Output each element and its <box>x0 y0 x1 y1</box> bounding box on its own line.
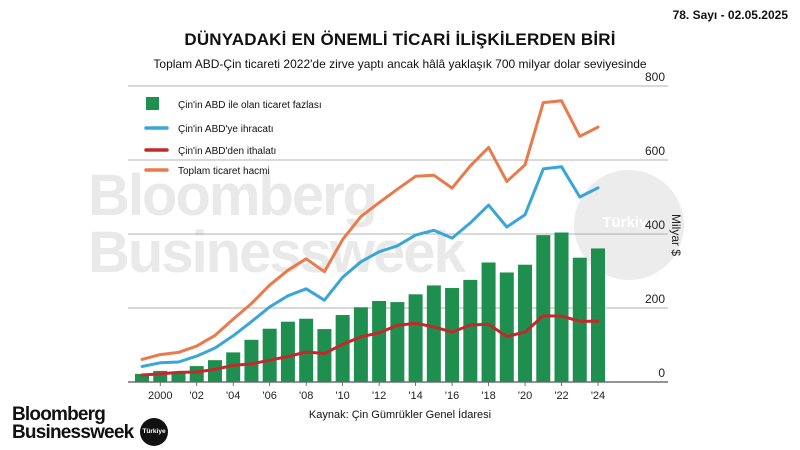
bar-surplus <box>445 288 460 382</box>
watermark-line2: Businessweek <box>88 219 466 285</box>
watermark-line1: Bloomberg <box>88 163 378 228</box>
bar-surplus <box>280 321 295 382</box>
y-tick-label: 0 <box>658 366 665 380</box>
chart-title: DÜNYADAKİ EN ÖNEMLİ TİCARİ İLİŞKİLERDEN … <box>184 30 616 49</box>
brand-line2: Businessweek <box>12 422 134 444</box>
x-tick-label: '24 <box>591 390 605 402</box>
watermark-badge-text: Türkiye <box>602 214 656 231</box>
x-tick-label: '12 <box>372 390 386 402</box>
source-note: Kaynak: Çin Gümrükler Genel İdaresi <box>308 409 492 421</box>
bar-surplus <box>135 373 149 382</box>
x-tick-label: '20 <box>518 390 532 402</box>
y-axis-title: Milyar $ <box>669 214 683 256</box>
bar-surplus <box>426 285 441 382</box>
brand-line1: Bloomberg <box>12 404 106 425</box>
x-tick-label: '16 <box>445 390 459 402</box>
x-tick-label: '08 <box>299 390 313 402</box>
series-line-2 <box>140 314 600 377</box>
bar-surplus <box>390 302 405 382</box>
y-tick-label: 400 <box>645 218 665 232</box>
bar-surplus <box>463 279 478 382</box>
bar-surplus <box>189 366 204 382</box>
bar-surplus <box>153 370 168 382</box>
x-tick-label: '22 <box>554 390 568 402</box>
brand-logo: Bloomberg Businessweek <box>12 404 134 444</box>
bar-surplus <box>372 300 387 382</box>
legend-label: Çin'in ABD ile olan ticaret fazlası <box>178 100 322 111</box>
bar-surplus <box>207 360 222 382</box>
bar-surplus <box>554 232 569 382</box>
x-tick-label: '10 <box>335 390 349 402</box>
legend-label: Toplam ticaret hacmi <box>178 166 270 177</box>
bar-surplus <box>499 272 514 382</box>
y-tick-label: 200 <box>645 292 665 306</box>
x-tick-label: '06 <box>263 390 277 402</box>
bar-surplus <box>536 235 551 382</box>
x-tick-label: 2000 <box>148 390 172 402</box>
legend-label: Çin'in ABD'ye ihracatı <box>178 124 274 135</box>
bar-surplus <box>317 329 332 382</box>
series-line-1 <box>140 165 600 368</box>
bar-surplus <box>244 339 259 382</box>
y-tick-label: 800 <box>645 70 665 84</box>
y-tick-label: 600 <box>645 144 665 158</box>
bar-surplus <box>171 371 186 382</box>
issue-date: 78. Sayı - 02.05.2025 <box>672 8 788 22</box>
bar-surplus <box>335 315 350 382</box>
series-line-3 <box>140 99 600 361</box>
bar-surplus <box>226 352 241 382</box>
legend-label: Çin'in ABD'den ithalatı <box>178 146 276 157</box>
watermark-logo: Bloomberg Businessweek <box>88 163 466 285</box>
bar-surplus <box>591 248 605 382</box>
brand-badge: Türkiye <box>140 418 168 446</box>
bar-surplus <box>518 264 533 382</box>
chart-subtitle: Toplam ABD-Çin ticareti 2022'de zirve ya… <box>153 57 647 71</box>
bar-surplus <box>481 262 496 382</box>
bar-surplus <box>353 307 368 382</box>
legend-swatch-bar <box>146 97 159 110</box>
bar-surplus <box>408 294 423 382</box>
x-tick-label: '02 <box>190 390 204 402</box>
x-tick-label: '04 <box>226 390 240 402</box>
bar-surplus <box>299 318 314 382</box>
x-tick-label: '14 <box>408 390 422 402</box>
bar-surplus <box>262 328 277 382</box>
x-tick-label: '18 <box>481 390 495 402</box>
